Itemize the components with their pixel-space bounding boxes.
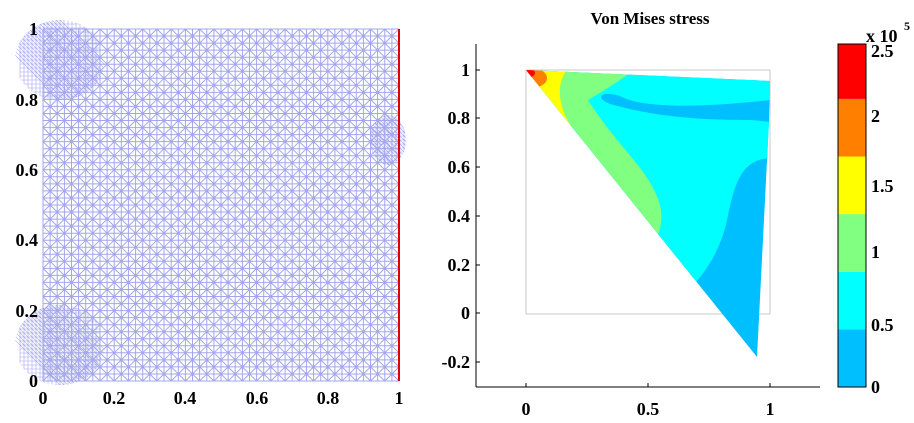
mesh-y-tick-label: 0.8 [16,90,39,110]
mesh-lines [15,20,406,385]
mesh-y-tick-label: 1 [29,19,38,39]
stress-y-tick-label: 0.2 [448,255,471,275]
mesh-plot: 0 0.2 0.4 0.6 0.8 1 0 0.2 0.4 0.6 0.8 1 [15,19,406,408]
colorbar-multiplier-exponent: 5 [904,19,910,33]
stress-plot: Von Mises stress [442,9,820,419]
mesh-x-tick-label: 0.8 [317,388,340,408]
mesh-x-tick-label: 0.4 [174,388,197,408]
stress-y-tick-label: 0.4 [448,206,471,226]
mesh-y-tick-labels: 0 0.2 0.4 0.6 0.8 1 [16,19,39,391]
contour-band-4-top [526,70,547,87]
stress-y-tick-label: 0 [461,303,470,323]
colorbar-band [838,271,866,330]
mesh-x-tick-label: 0 [39,388,48,408]
colorbar-tick-label: 0 [871,377,880,397]
colorbar-tick-label: 1.5 [871,176,894,196]
mesh-y-tick-label: 0.2 [16,301,39,321]
colorbar-band [838,156,866,215]
mesh-y-tick-label: 0.6 [16,160,39,180]
colorbar-tick-labels: 0 0.5 1 1.5 2 2.5 [871,41,894,397]
contour-field [526,70,770,357]
colorbar-frame [837,43,867,388]
stress-y-tick-label: 0.8 [448,108,471,128]
colorbar: 0 0.5 1 1.5 2 2.5 x 10 5 [837,19,910,397]
colorbar-tick-label: 2.5 [871,41,894,61]
stress-x-tick-label: 0.5 [637,399,660,419]
stress-y-tick-label: -0.2 [442,352,471,372]
colorbar-band [838,98,866,157]
mesh-refinement-cluster [370,115,406,165]
mesh-y-tick-label: 0 [29,371,38,391]
stress-x-tick-labels: 0 0.5 1 [522,399,775,419]
contour-band-4-bottom [526,289,549,321]
stress-y-tick-labels: -0.2 0 0.2 0.4 0.6 0.8 1 [442,60,471,372]
mesh-refinement-cluster [15,20,105,100]
mesh-x-tick-label: 0.2 [103,388,126,408]
colorbar-tick-label: 1 [871,242,880,262]
undeformed-outline [525,69,771,315]
colorbar-tick-label: 2 [871,106,880,126]
stress-x-tick-label: 0 [522,399,531,419]
stress-x-ticks [525,383,771,387]
colorbar-band [838,214,866,272]
mesh-refinement-cluster [15,305,105,385]
colorbar-bands [838,44,866,387]
stress-y-ticks [476,69,480,363]
mesh-y-tick-label: 0.4 [16,230,39,250]
stress-y-tick-label: 1 [461,60,470,80]
stress-plot-title: Von Mises stress [590,9,709,28]
stress-y-tick-label: 0.6 [448,157,471,177]
stress-x-tick-label: 1 [766,399,775,419]
mesh-x-tick-label: 0.6 [246,388,269,408]
colorbar-multiplier: x 10 [866,26,898,46]
contour-band-5-bottom [526,304,538,318]
mesh-x-tick-labels: 0 0.2 0.4 0.6 0.8 1 [39,388,404,408]
mesh-grid [42,28,400,382]
colorbar-band [838,329,866,387]
colorbar-band [838,44,866,99]
mesh-x-tick-label: 1 [395,388,404,408]
colorbar-tick-label: 0.5 [871,315,894,335]
